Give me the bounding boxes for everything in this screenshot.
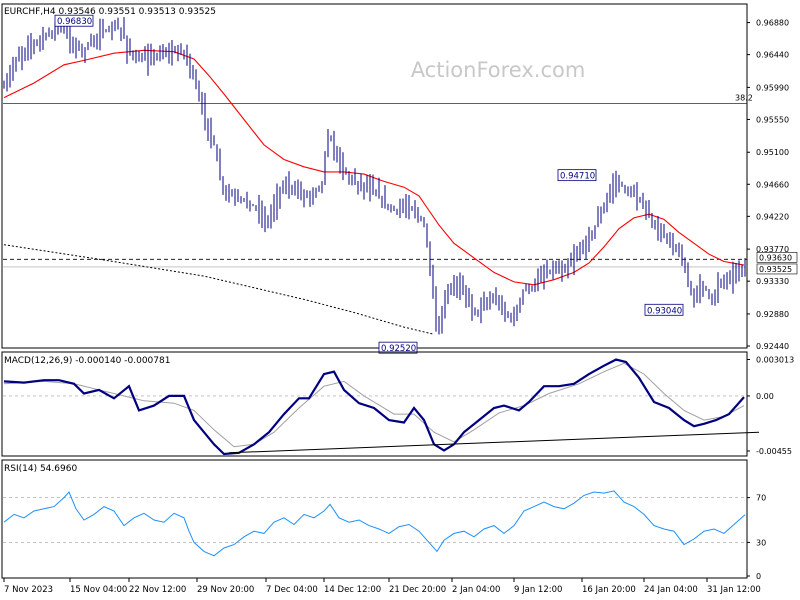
price-annotation-label: 0.92520: [381, 344, 416, 354]
x-tick-label: 14 Dec 12:00: [324, 585, 381, 595]
y-tick-label: 70: [756, 494, 766, 503]
rsi-lines: [3, 490, 746, 557]
dashed-level-tag-label: 0.93630: [759, 253, 792, 262]
current-price-tag: [756, 263, 798, 275]
long-ma-line: [3, 244, 435, 335]
y-tick-label: 0: [756, 572, 761, 581]
price-annotations: 0.96830 0.92520 0.94710 0.93040: [54, 14, 684, 354]
price-lines: [3, 16, 746, 335]
y-tick-label: 0.00: [756, 392, 774, 401]
y-tick-label: 0.93330: [756, 277, 789, 286]
price-annotation-label: 0.94710: [560, 172, 595, 182]
rsi-axis: 70 30 0: [3, 494, 766, 581]
x-tick-label: 16 Jan 20:00: [582, 585, 636, 595]
price-annotation-box: [378, 341, 418, 354]
y-tick-label: -0.00455: [756, 447, 792, 456]
price-panel: EURCHF,H4 0.93546 0.93551 0.93513 0.9352…: [1, 3, 798, 354]
price-annotation-label: 0.96830: [57, 17, 92, 27]
x-tick-label: 9 Jan 12:00: [514, 585, 562, 595]
y-tick-label: 0.96880: [756, 19, 789, 28]
time-axis: 7 Nov 2023 15 Nov 04:00 22 Nov 12:00 29 Nov…: [3, 578, 761, 595]
rsi-panel-frame: [1, 459, 748, 579]
y-tick-label: 0.96440: [756, 51, 789, 60]
price-annotation-box: [644, 303, 684, 316]
x-tick-label: 24 Jan 04:00: [644, 585, 698, 595]
rsi-line: [3, 490, 746, 557]
y-tick-label: 0.93770: [756, 245, 789, 254]
x-tick-label: 7 Dec 04:00: [266, 585, 318, 595]
y-tick-label: 0.95990: [756, 83, 789, 92]
macd-line: [3, 358, 745, 456]
y-tick-label: 0.95550: [756, 115, 789, 124]
x-tick-label: 2 Jan 04:00: [452, 585, 500, 595]
macd-signal-line: [3, 362, 745, 448]
macd-trendline: [228, 431, 760, 454]
x-tick-label: 21 Dec 20:00: [389, 585, 446, 595]
current-price-tag-label: 0.93525: [759, 265, 792, 274]
dashed-level-tag: [756, 252, 798, 263]
y-tick-label: 0.92880: [756, 310, 789, 319]
macd-title: MACD(12,26,9) -0.000140 -0.000781: [4, 356, 170, 366]
rsi-panel: RSI(14) 54.6960 70 30 0: [1, 459, 766, 581]
x-tick-label: 22 Nov 12:00: [129, 585, 186, 595]
y-tick-label: 30: [756, 538, 766, 547]
price-title: EURCHF,H4 0.93546 0.93551 0.93513 0.9352…: [4, 7, 216, 17]
price-levels: 38.2 0.93630 0.93525: [3, 93, 798, 275]
y-tick-label: 0.92440: [756, 342, 789, 351]
x-tick-label: 31 Jan 12:00: [707, 585, 761, 595]
rsi-title: RSI(14) 54.6960: [4, 464, 77, 474]
x-tick-label: 29 Nov 20:00: [197, 585, 254, 595]
price-annotation-label: 0.93040: [647, 306, 682, 316]
macd-axis: 0.003013 0.00 -0.00455: [3, 355, 794, 456]
price-annotation-box: [557, 169, 597, 182]
price-panel-frame: [1, 3, 748, 349]
watermark: ActionForex.com: [411, 58, 586, 82]
y-tick-label: 0.95100: [756, 148, 789, 157]
price-axis: 0.96880 0.96440 0.95990 0.95550 0.95100 0.946…: [747, 19, 789, 351]
x-tick-label: 15 Nov 04:00: [70, 585, 127, 595]
y-tick-label: 0.94220: [756, 212, 789, 221]
macd-lines: [3, 358, 760, 456]
macd-panel-frame: [1, 351, 748, 457]
macd-panel: MACD(12,26,9) -0.000140 -0.000781 0.0030…: [1, 351, 794, 457]
price-annotation-box: [54, 14, 94, 27]
fib-level-label: 38.2: [735, 93, 753, 102]
x-tick-label: 7 Nov 2023: [4, 585, 53, 595]
y-tick-label: 0.94660: [756, 180, 789, 189]
y-tick-label: 0.003013: [756, 355, 794, 364]
